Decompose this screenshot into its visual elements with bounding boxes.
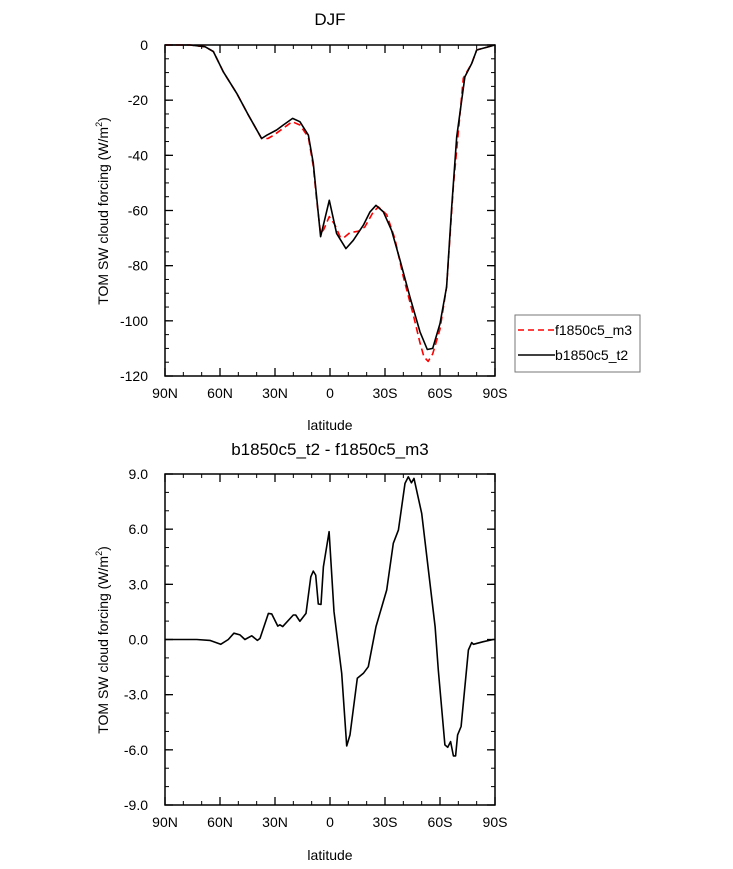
bottom-series-b1850c5-t2-f1850c5-m3 bbox=[165, 476, 495, 757]
bottom-chart-title: b1850c5_t2 - f1850c5_m3 bbox=[231, 440, 429, 459]
top-y-tick-label: 0 bbox=[140, 37, 148, 53]
legend-box bbox=[514, 314, 641, 373]
bottom-y-tick-label: 0.0 bbox=[129, 632, 149, 648]
top-y-tick-label: -80 bbox=[128, 258, 148, 274]
bottom-x-tick-label: 60N bbox=[207, 814, 233, 830]
top-x-axis-label: latitude bbox=[307, 417, 352, 433]
top-x-tick-label: 60S bbox=[428, 385, 453, 401]
bottom-x-tick-label: 60S bbox=[428, 814, 453, 830]
top-x-tick-label: 30N bbox=[262, 385, 288, 401]
bottom-x-tick-label: 30S bbox=[373, 814, 398, 830]
legend-label-f1850c5_m3: f1850c5_m3 bbox=[555, 322, 632, 338]
bottom-y-tick-label: 3.0 bbox=[129, 576, 149, 592]
bottom-y-axis-label: TOM SW cloud forcing (W/m2) bbox=[94, 546, 111, 734]
top-series-b1850c5-t2 bbox=[165, 44, 496, 351]
bottom-x-tick-label: 30N bbox=[262, 814, 288, 830]
top-chart-title: DJF bbox=[314, 10, 345, 29]
top-y-tick-label: -100 bbox=[120, 313, 148, 329]
bottom-x-axis-label: latitude bbox=[307, 847, 352, 863]
bottom-y-tick-label: 9.0 bbox=[129, 466, 149, 482]
top-x-tick-label: 90S bbox=[483, 385, 508, 401]
top-x-tick-label: 30S bbox=[373, 385, 398, 401]
bottom-x-tick-label: 0 bbox=[326, 814, 334, 830]
bottom-y-tick-label: -3.0 bbox=[124, 687, 148, 703]
top-y-tick-label: -60 bbox=[128, 203, 148, 219]
top-y-tick-label: -20 bbox=[128, 92, 148, 108]
bottom-y-tick-label: 6.0 bbox=[129, 521, 149, 537]
top-x-tick-label: 60N bbox=[207, 385, 233, 401]
bottom-x-tick-label: 90N bbox=[152, 814, 178, 830]
bottom-plot-frame bbox=[164, 473, 496, 806]
legend-label-b1850c5_t2: b1850c5_t2 bbox=[555, 347, 628, 363]
top-x-tick-label: 90N bbox=[152, 385, 178, 401]
bottom-y-tick-label: -9.0 bbox=[124, 797, 148, 813]
top-x-tick-label: 0 bbox=[326, 385, 334, 401]
legend: f1850c5_m3 b1850c5_t2 bbox=[514, 314, 641, 373]
top-plot-frame bbox=[164, 44, 496, 377]
top-y-axis-label: TOM SW cloud forcing (W/m2) bbox=[94, 117, 111, 305]
bottom-y-tick-label: -6.0 bbox=[124, 742, 148, 758]
top-y-tick-label: -40 bbox=[128, 147, 148, 163]
bottom-x-tick-label: 90S bbox=[483, 814, 508, 830]
top-y-tick-label: -120 bbox=[120, 368, 148, 384]
